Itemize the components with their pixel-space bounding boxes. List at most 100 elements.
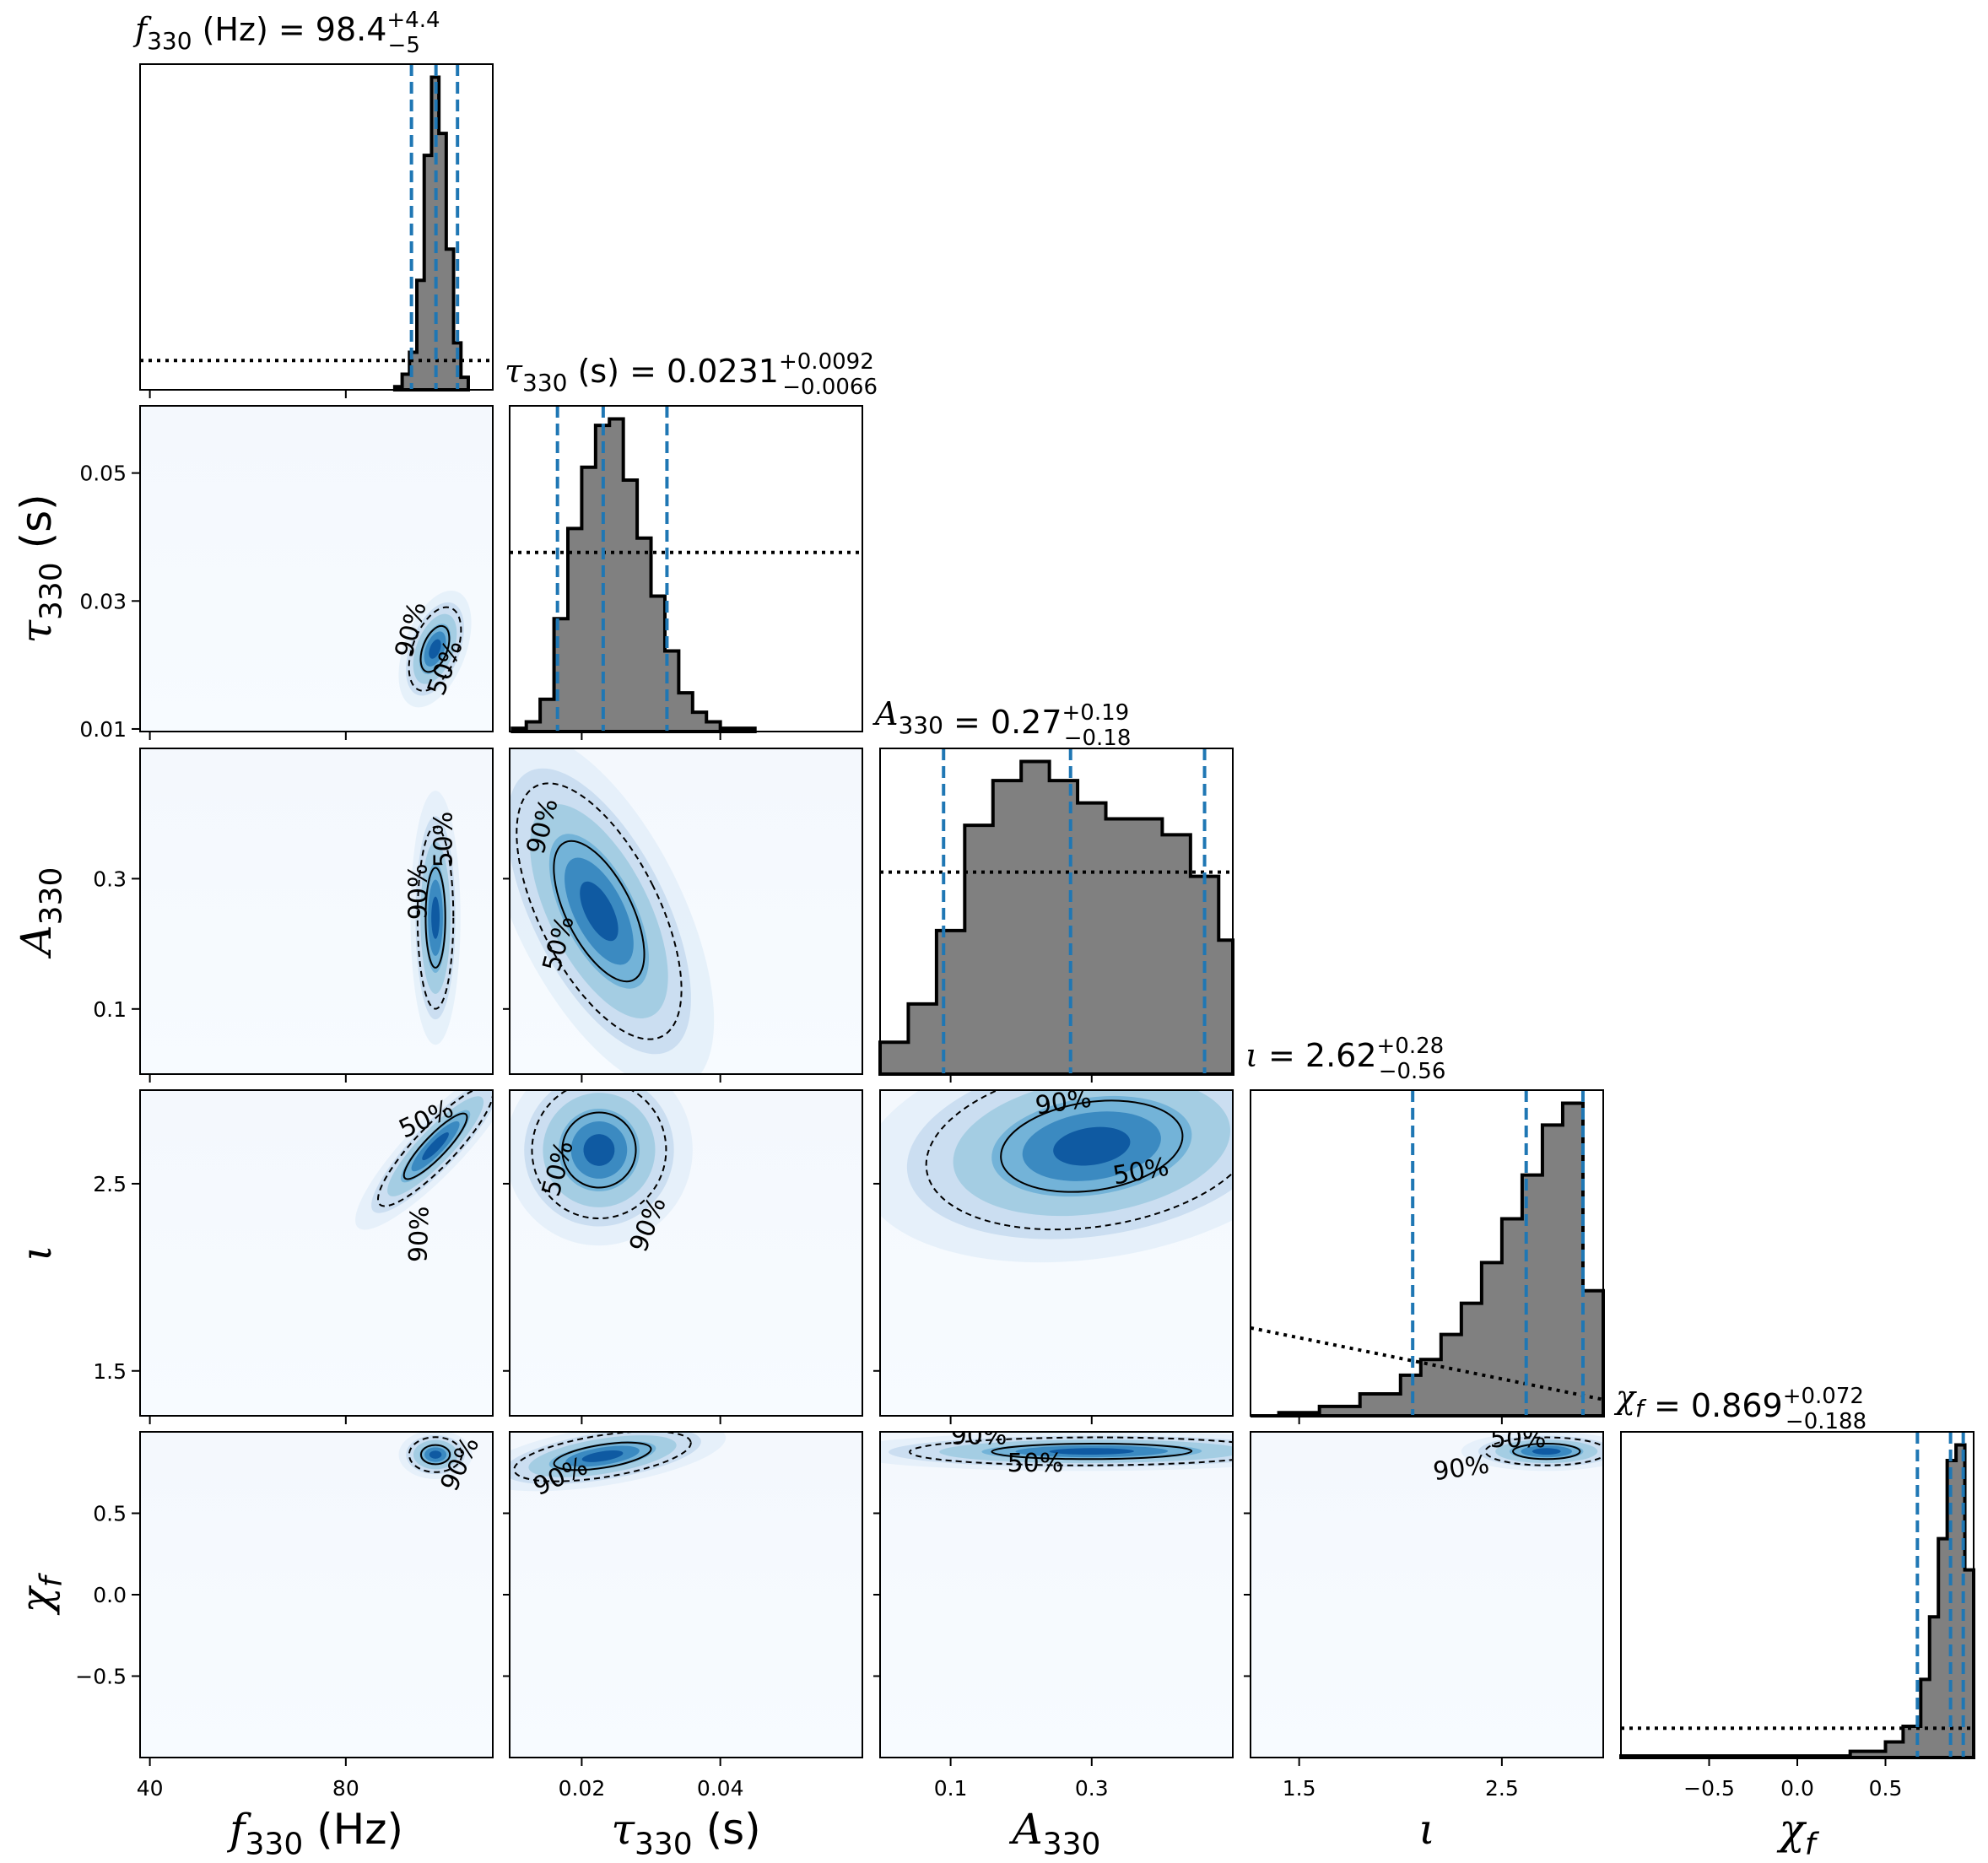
contour-label: 90% (951, 1421, 1008, 1450)
posterior-histogram-iota (1251, 1101, 1605, 1418)
title-tau330: τ330 (s) = 0.0231+0.0092 −0.0066 (505, 349, 878, 400)
marginal-panel-f330 (139, 63, 494, 392)
y-tick-label-iota: 1.5 (93, 1359, 127, 1384)
density-layer-5 (1049, 1448, 1134, 1455)
y-tick-label-tau330: 0.03 (79, 589, 127, 613)
x-tick-label-f330: 40 (137, 1776, 164, 1801)
joint-panel-chif-vs-tau330: 90% (509, 1431, 863, 1758)
x-tick-label-tau330: 0.02 (559, 1776, 606, 1801)
joint-panel-A330-vs-f330: 50%90% (139, 748, 494, 1075)
joint-panel-chif-vs-A330: 50%90% (879, 1421, 1234, 1758)
panel-frame (509, 748, 863, 1075)
density-background (140, 1432, 493, 1758)
density-layer-5 (429, 639, 441, 659)
x-tick-label-iota: 1.5 (1283, 1776, 1316, 1801)
contour-50 (419, 1444, 451, 1466)
posterior-histogram-f330 (392, 75, 470, 392)
x-axis-label-chif: χf (1777, 1805, 1820, 1862)
joint-panel-iota-vs-A330: 90%50% (879, 1089, 1234, 1417)
joint-panel-chif-vs-iota: 50%90% (1250, 1424, 1604, 1758)
x-tick-label-chif: −0.5 (1683, 1776, 1735, 1801)
contour-label: 90% (403, 1206, 435, 1263)
contour-90 (531, 1090, 667, 1220)
posterior-histogram-A330 (878, 759, 1234, 1076)
y-axis-label-chif: χf (12, 1572, 69, 1615)
contour-50 (424, 867, 446, 969)
marginal-panel-chif (1619, 1431, 1975, 1759)
contour-50 (402, 1112, 468, 1180)
contour-50 (991, 1443, 1193, 1461)
density-layer-5 (1532, 1448, 1561, 1455)
panel-frame (139, 1089, 494, 1417)
y-tick-label-tau330: 0.05 (79, 462, 127, 486)
panel-grid: 90%50%50%90%50%90%90%90%50%50%90%90%90%5… (75, 63, 1975, 1801)
contour-90 (516, 782, 683, 1040)
x-axis-label-tau330: τ330 (s) (611, 1805, 760, 1862)
contour-label: 50% (1008, 1449, 1064, 1478)
density-layer-5 (429, 1450, 442, 1459)
density-layer-5 (581, 1450, 624, 1462)
contour-90 (376, 1090, 493, 1207)
joint-panel-A330-vs-tau330: 90%50% (509, 748, 863, 1075)
contour-90 (909, 1436, 1233, 1466)
y-tick-label-A330: 0.1 (93, 997, 127, 1022)
contour-90 (408, 606, 462, 692)
title-chif: χf = 0.869+0.072 −0.188 (1613, 1379, 1866, 1434)
panel-frame (139, 405, 494, 732)
x-axis-label-f330: f330 (Hz) (226, 1805, 403, 1862)
posterior-histogram-tau330 (511, 417, 757, 733)
y-tick-label-A330: 0.3 (93, 867, 127, 891)
y-tick-label-chif: 0.5 (93, 1502, 127, 1526)
y-tick-label-chif: 0.0 (93, 1583, 127, 1607)
density-layer-5 (431, 896, 440, 939)
contour-50 (1000, 1099, 1184, 1193)
panel-frame (139, 748, 494, 1075)
joint-panel-iota-vs-f330: 50%90% (139, 1089, 494, 1417)
density-layer-5 (583, 1134, 615, 1166)
y-axis-label-tau330: τ330 (s) (12, 494, 69, 643)
contour-50 (561, 1111, 637, 1189)
x-tick-label-f330: 80 (332, 1776, 359, 1801)
y-tick-label-chif: −0.5 (75, 1665, 127, 1689)
panel-frame (509, 405, 863, 732)
panel-frame (879, 748, 1234, 1075)
density-background (880, 1432, 1233, 1758)
axis-labels: f330 (Hz) τ330 (s) A330 ι χf τ330 (s) A330 ι χf (12, 494, 1820, 1861)
y-tick-label-iota: 2.5 (93, 1172, 127, 1196)
x-axis-label-iota: ι (1418, 1805, 1435, 1854)
contour-90 (925, 1090, 1233, 1231)
joint-panel-tau330-vs-f330: 90%50% (139, 405, 494, 732)
contour-90 (416, 825, 455, 1010)
density-layer-5 (1053, 1126, 1131, 1166)
marginal-panel-tau330 (509, 405, 863, 733)
prior-line-iota (1250, 1326, 1604, 1401)
contour-50 (419, 624, 451, 673)
x-tick-label-A330: 0.3 (1075, 1776, 1109, 1801)
y-tick-label-tau330: 0.01 (79, 717, 127, 742)
contour-label: 90% (403, 863, 433, 920)
density-layer-5 (580, 881, 619, 942)
y-axis-label-A330: A330 (12, 867, 69, 959)
contour-50 (553, 1441, 652, 1472)
x-tick-label-A330: 0.1 (934, 1776, 968, 1801)
panel-frame (139, 63, 494, 391)
contour-90 (408, 1436, 463, 1473)
marginal-panel-A330 (878, 748, 1234, 1076)
x-tick-label-iota: 2.5 (1485, 1776, 1519, 1801)
joint-panel-chif-vs-f330: 90% (139, 1431, 494, 1758)
title-A330: A330 = 0.27+0.19 −0.18 (872, 695, 1131, 751)
marginal-titles: f330 (Hz) = 98.4+4.4 −5 τ330 (s) = 0.0231+… (132, 8, 1866, 1434)
marginal-panel-iota (1250, 1089, 1605, 1418)
panel-frame (509, 1089, 863, 1417)
y-axis-label-iota: ι (12, 1245, 61, 1261)
contour-label: 50% (1490, 1424, 1547, 1454)
joint-panel-iota-vs-tau330: 50%90% (509, 1089, 863, 1417)
contour-90 (1484, 1436, 1603, 1466)
contour-90 (513, 1432, 692, 1482)
title-f330: f330 (Hz) = 98.4+4.4 −5 (132, 8, 440, 58)
x-tick-label-chif: 0.5 (1869, 1776, 1903, 1801)
density-background (1251, 1432, 1603, 1758)
contour-label: 50% (429, 812, 459, 868)
panel-frame (1250, 1089, 1604, 1417)
